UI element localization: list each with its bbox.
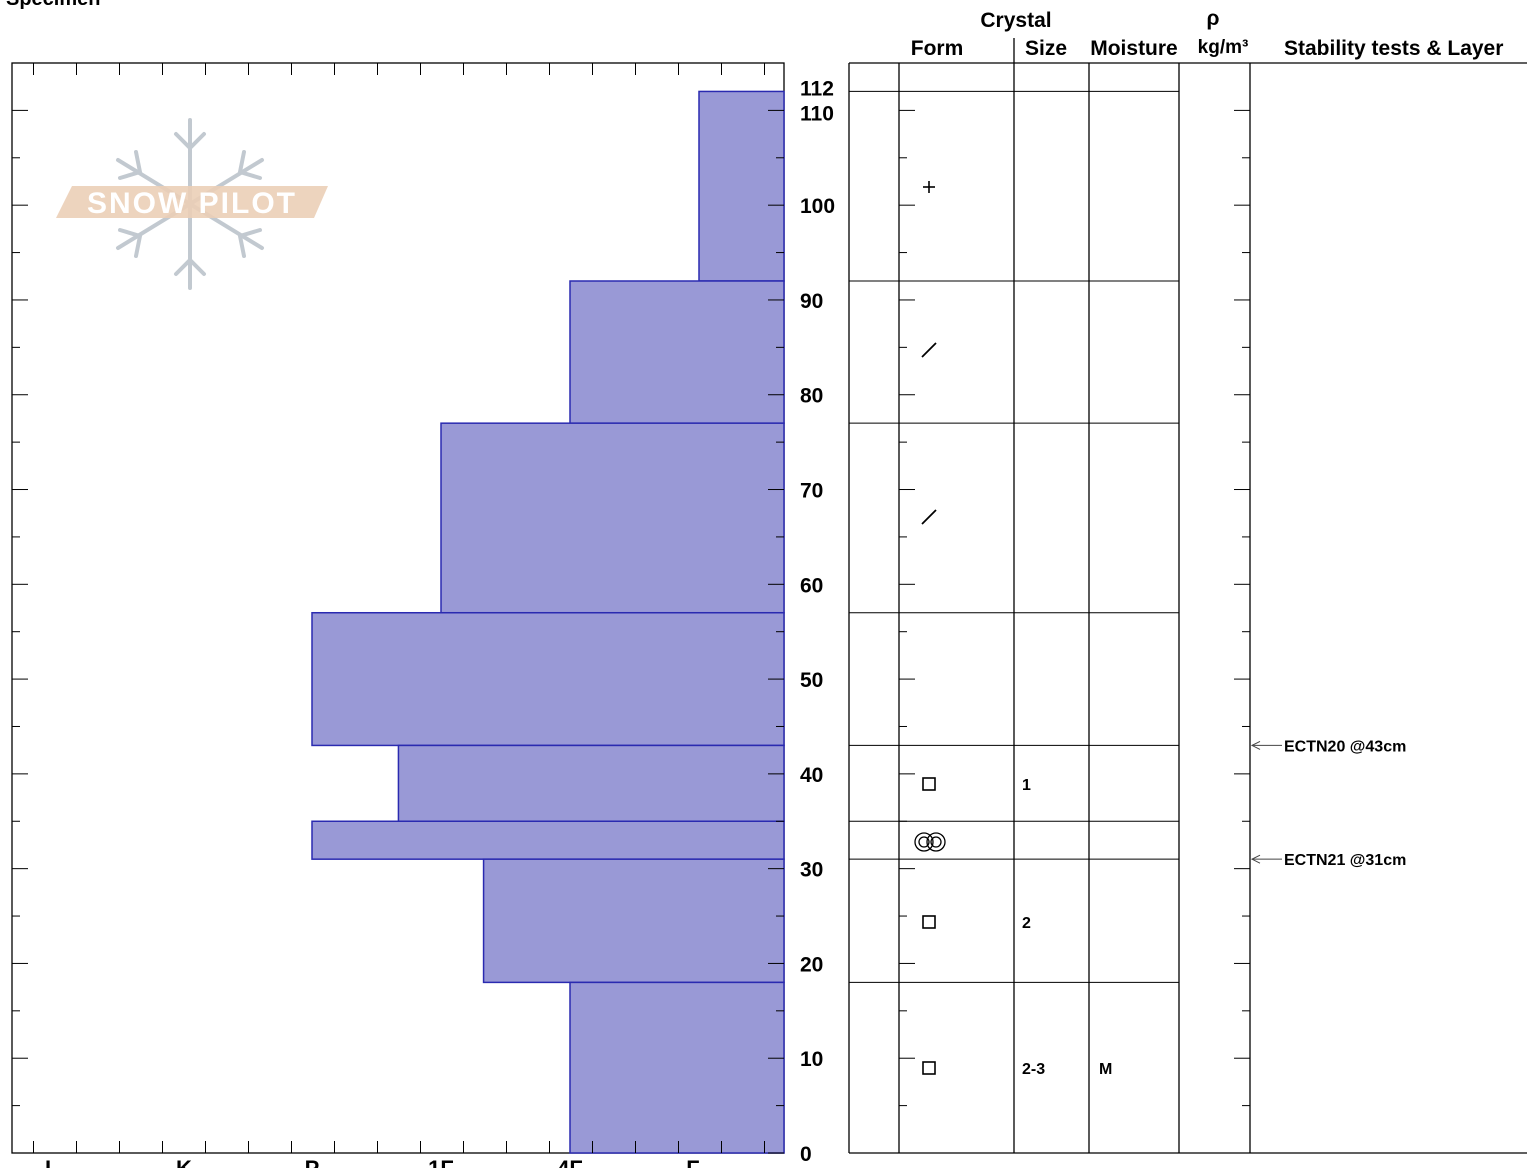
hardness-bar bbox=[482, 858, 785, 984]
arrow-left-icon bbox=[1250, 854, 1261, 864]
form-header: Form bbox=[911, 37, 964, 60]
square-icon bbox=[922, 1061, 936, 1075]
logo-text: SNOW PILOT bbox=[87, 187, 297, 220]
layer-row: 1 bbox=[922, 777, 1031, 794]
depth-label: 70 bbox=[800, 480, 823, 503]
hardness-tick-label: K bbox=[176, 1156, 192, 1168]
depth-label: 110 bbox=[800, 102, 834, 125]
density-unit-header: kg/m³ bbox=[1198, 37, 1249, 58]
hardness-bar bbox=[397, 744, 785, 823]
hardness-tick-label: I bbox=[45, 1156, 51, 1168]
stability-test: ECTN21 @31cm bbox=[1250, 852, 1406, 869]
grain-size-value: 1 bbox=[1022, 777, 1031, 794]
stability-test-label: ECTN20 @43cm bbox=[1284, 738, 1406, 755]
depth-label: 20 bbox=[800, 953, 823, 976]
depth-label: 80 bbox=[800, 385, 823, 408]
page-title: Specimen bbox=[6, 0, 100, 10]
square-icon bbox=[922, 777, 936, 791]
layer-row bbox=[914, 832, 946, 852]
slash-icon bbox=[921, 509, 937, 525]
grain-size-value: 2 bbox=[1022, 915, 1031, 932]
crystal-header: Crystal bbox=[980, 9, 1051, 32]
column-headers: Crystal Form Size Moisture ρ kg/m³ Stabi… bbox=[911, 7, 1504, 60]
grain-size-value: 2-3 bbox=[1022, 1061, 1045, 1078]
double-circle-inner-right bbox=[930, 836, 942, 848]
layer-row bbox=[921, 342, 937, 358]
layer-row bbox=[923, 181, 935, 193]
layer-row: 2 bbox=[922, 915, 1031, 932]
stability-test-markers: ECTN20 @43cm ECTN21 @31cm bbox=[1250, 738, 1406, 869]
stability-header: Stability tests & Layer bbox=[1284, 37, 1503, 60]
depth-label: 100 bbox=[800, 195, 835, 218]
hardness-bar bbox=[440, 422, 785, 614]
size-header: Size bbox=[1025, 37, 1067, 60]
hardness-bar bbox=[569, 280, 785, 424]
double-circle-icon-right bbox=[926, 832, 946, 852]
rho-header: ρ bbox=[1207, 7, 1220, 30]
stability-test-label: ECTN21 @31cm bbox=[1284, 852, 1406, 869]
depth-label: 40 bbox=[800, 764, 823, 787]
hardness-bar bbox=[311, 611, 785, 747]
depth-label: 112 bbox=[800, 77, 834, 100]
hardness-ticks bbox=[12, 63, 784, 1154]
stability-test: ECTN20 @43cm bbox=[1250, 738, 1406, 755]
table-depth-ticks bbox=[899, 109, 1250, 1154]
hardness-tick-labels: I K P 1F 4F F bbox=[45, 1156, 700, 1168]
double-circle-inner-left bbox=[918, 836, 930, 848]
layer-table: 1 2 2-3 M ECTN20 @43cm ECTN21 @31cm bbox=[848, 38, 1527, 1154]
hardness-tick-label: 4F bbox=[557, 1156, 583, 1168]
depth-label: 50 bbox=[800, 669, 823, 692]
hardness-tick-label: F bbox=[686, 1156, 699, 1168]
hardness-tick-label: 1F bbox=[428, 1156, 454, 1168]
moisture-value: M bbox=[1099, 1061, 1112, 1078]
snowpilot-logo: SNOW PILOT bbox=[56, 118, 328, 290]
hardness-bar bbox=[698, 90, 785, 282]
arrow-left-icon bbox=[1250, 740, 1261, 750]
square-icon bbox=[922, 915, 936, 929]
hardness-bars bbox=[311, 90, 785, 1154]
slash-icon bbox=[921, 342, 937, 358]
hardness-bar bbox=[569, 981, 785, 1154]
depth-label: 10 bbox=[800, 1048, 823, 1071]
layer-row: 2-3 M bbox=[922, 1061, 1112, 1078]
layer-row bbox=[921, 509, 937, 525]
hardness-plot: I K P 1F 4F F bbox=[11, 62, 785, 1168]
depth-label: 60 bbox=[800, 574, 823, 597]
hardness-tick-label: P bbox=[305, 1156, 320, 1168]
layer-rows: 1 2 2-3 M bbox=[914, 181, 1112, 1078]
moisture-header: Moisture bbox=[1090, 37, 1178, 60]
hardness-bar bbox=[311, 820, 785, 860]
double-circle-icon bbox=[914, 832, 934, 852]
depth-label: 30 bbox=[800, 859, 823, 882]
layer-boundaries bbox=[849, 90, 1179, 983]
depth-label: 90 bbox=[800, 290, 823, 313]
depth-label: 0 bbox=[800, 1143, 812, 1166]
